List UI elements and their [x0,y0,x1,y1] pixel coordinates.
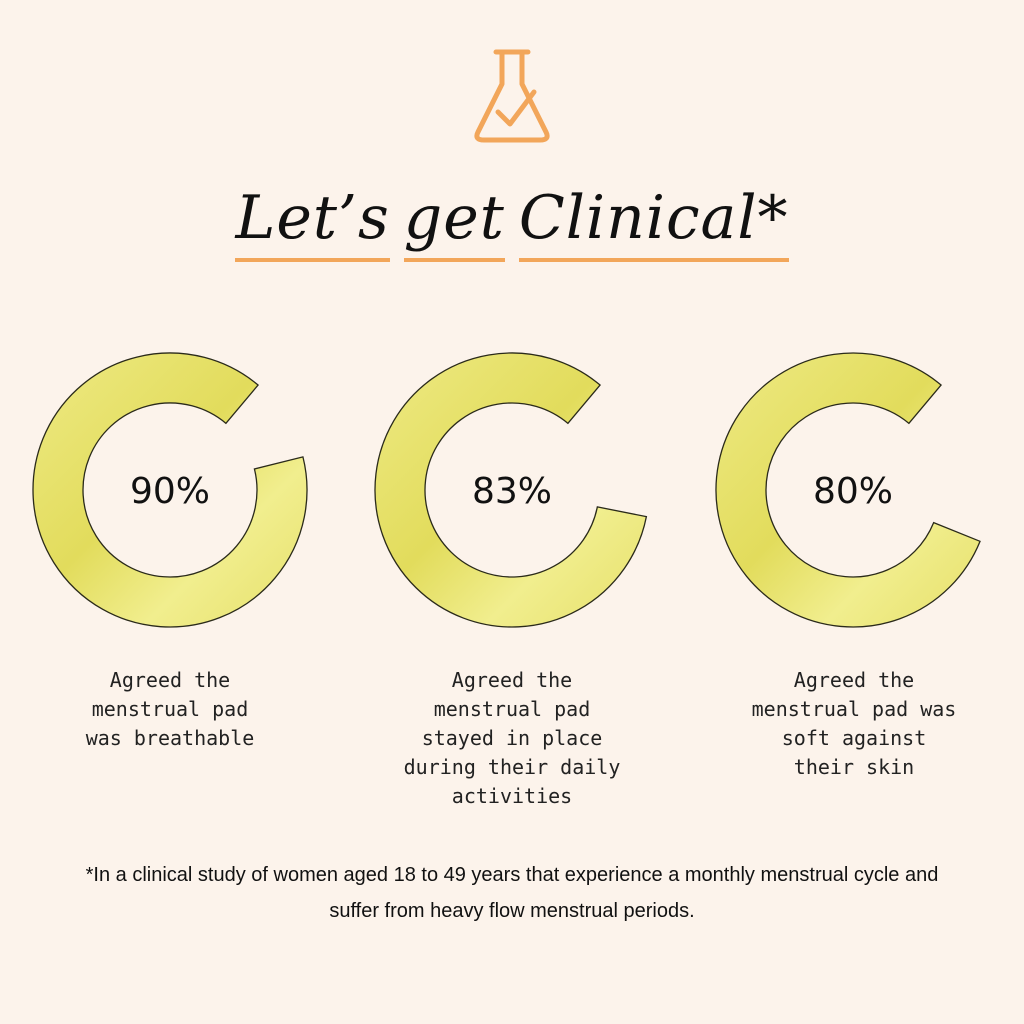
donut-value-label-3: 80% [813,471,893,512]
donut-charts: 90% 83% 80% [32,352,981,628]
donut-ring-2 [374,352,648,628]
flask-check-icon [474,49,550,143]
footnote: *In a clinical study of women aged 18 to… [85,864,939,922]
caption-3: Agreed the menstrual pad was soft agains… [751,668,957,779]
donut-value-label-1: 90% [130,471,210,512]
page-title: Let’s get Clinical* [0,188,1024,262]
caption-2: Agreed the menstrual pad stayed in place… [403,668,621,808]
donut-value-label-2: 83% [472,471,552,512]
title-word: Clinical* [518,188,789,262]
caption-1: Agreed the menstrual pad was breathable [85,668,255,750]
donut-ring-1 [32,352,308,628]
title-word: Let’s [235,188,390,262]
title-word: get [403,188,505,262]
donut-ring-3 [715,352,981,628]
